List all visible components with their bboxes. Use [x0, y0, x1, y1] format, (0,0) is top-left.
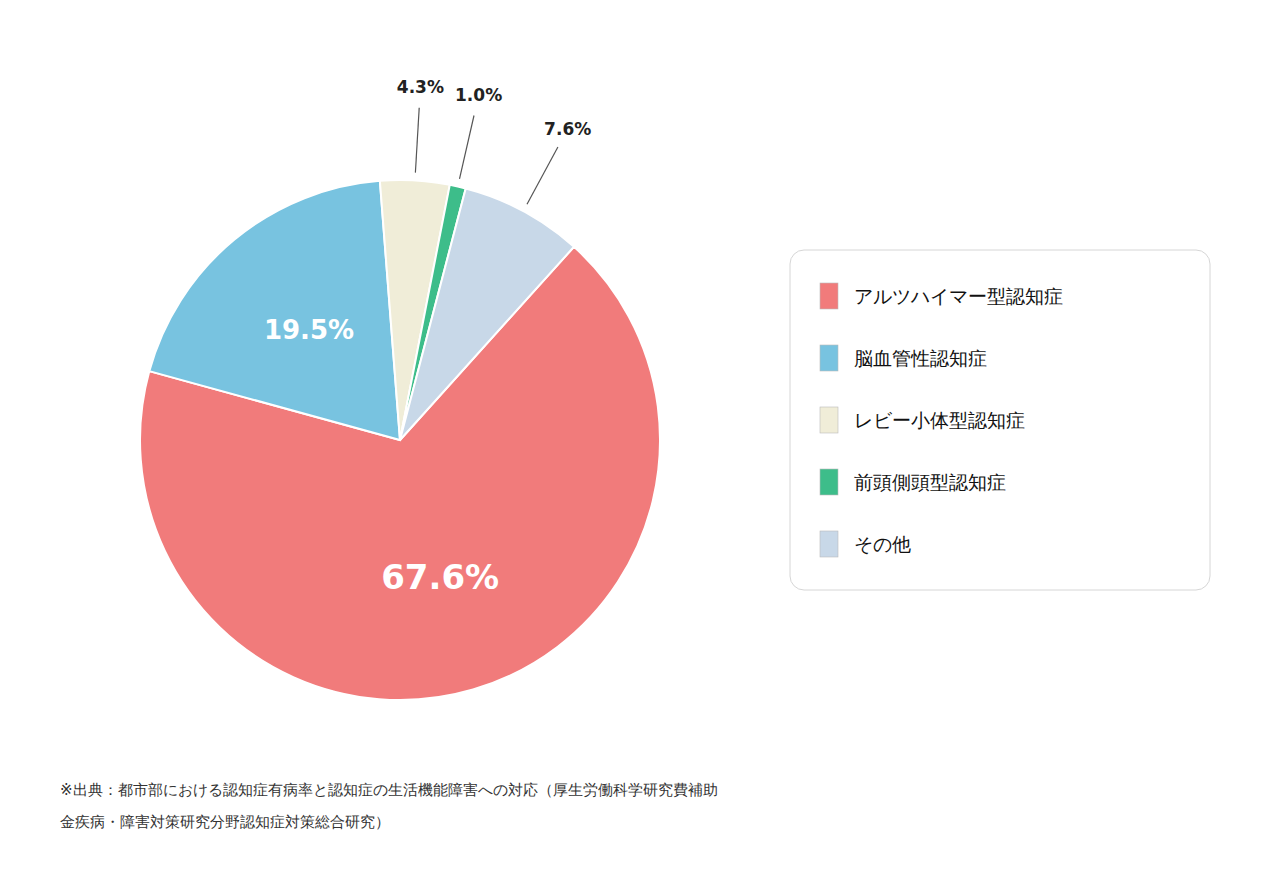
legend-label: その他 — [854, 533, 911, 555]
legend-label: 前頭側頭型認知症 — [854, 471, 1006, 493]
footnote: 金疾病・障害対策研究分野認知症対策総合研究） — [60, 813, 390, 831]
pie-slice — [149, 181, 400, 440]
slice-label: 67.6% — [381, 557, 499, 597]
pie-slices — [140, 180, 660, 700]
legend-label: アルツハイマー型認知症 — [854, 285, 1063, 307]
slice-label: 7.6% — [544, 119, 591, 139]
leader-line — [460, 116, 475, 179]
legend-label: 脳血管性認知症 — [854, 347, 987, 369]
leader-line — [415, 108, 419, 173]
slice-label: 19.5% — [264, 315, 354, 345]
chart-container: 67.6% 19.5% 4.3% 1.0% 7.6% アルツハイマー型認知症脳血管性認知症… — [0, 0, 1280, 880]
slice-label: 4.3% — [397, 77, 444, 97]
legend: アルツハイマー型認知症脳血管性認知症レビー小体型認知症前頭側頭型認知症その他 — [790, 250, 1210, 590]
footnotes: ※出典：都市部における認知症有病率と認知症の生活機能障害への対応（厚生労働科学研… — [60, 781, 718, 831]
chart-svg: 67.6% 19.5% 4.3% 1.0% 7.6% アルツハイマー型認知症脳血管性認知症… — [0, 0, 1280, 880]
background — [0, 0, 1280, 880]
legend-swatch — [820, 407, 838, 433]
pie-slice — [400, 188, 574, 440]
leader-line — [527, 147, 558, 204]
legend-box — [790, 250, 1210, 590]
slice-labels: 67.6% 19.5% 4.3% 1.0% 7.6% — [264, 77, 591, 597]
legend-label: レビー小体型認知症 — [854, 409, 1025, 431]
footnote: ※出典：都市部における認知症有病率と認知症の生活機能障害への対応（厚生労働科学研… — [60, 781, 718, 799]
legend-swatch — [820, 469, 838, 495]
legend-swatch — [820, 283, 838, 309]
legend-swatch — [820, 345, 838, 371]
legend-swatch — [820, 531, 838, 557]
slice-label: 1.0% — [455, 85, 502, 105]
